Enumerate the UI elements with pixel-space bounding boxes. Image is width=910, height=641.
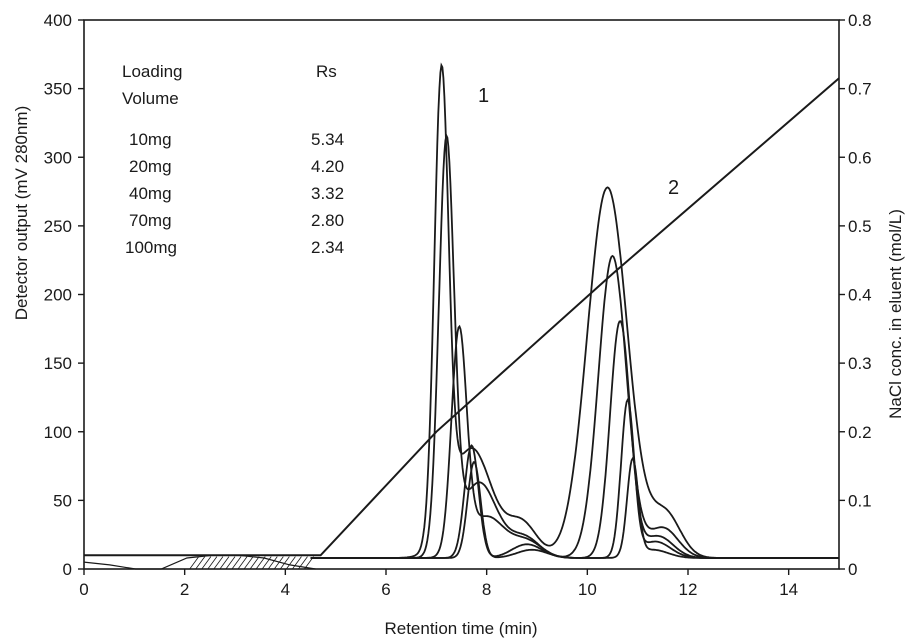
table-row-rs: 3.32 — [311, 184, 344, 203]
baseline-hatch-line — [189, 556, 200, 570]
baseline-hatch-line — [298, 556, 308, 570]
y-tick-label: 250 — [44, 217, 72, 236]
baseline-hatch-line — [255, 556, 266, 570]
x-tick-label: 0 — [79, 580, 88, 599]
baseline-hatch-line — [279, 556, 290, 570]
table-header-rs: Rs — [316, 62, 337, 81]
nacl-gradient-line — [84, 77, 840, 557]
y2-tick-label: 0.8 — [848, 11, 872, 30]
table-row-loading: 20mg — [129, 157, 172, 176]
plot-frame — [83, 19, 840, 570]
y-tick-label: 50 — [53, 491, 72, 510]
y2-axis-label: NaCl conc. in eluent (mol/L) — [886, 209, 905, 419]
table-row-loading: 100mg — [125, 238, 177, 257]
chromatogram-series-70mg — [310, 132, 839, 559]
x-tick-label: 14 — [779, 580, 798, 599]
plot-area — [83, 62, 840, 570]
y2-tick-label: 0.1 — [848, 491, 872, 510]
baseline-hatch-line — [243, 556, 254, 570]
x-tick-label: 12 — [679, 580, 698, 599]
baseline-hatch-line — [195, 556, 206, 570]
x-tick-label: 4 — [281, 580, 290, 599]
y2-tick-label: 0 — [848, 560, 857, 579]
x-tick-label: 8 — [482, 580, 491, 599]
table-row-loading: 10mg — [129, 130, 172, 149]
table-header-loading-line1: Loading — [122, 62, 183, 81]
chromatogram-series-40mg — [310, 320, 839, 559]
chromatogram-series-20mg — [310, 398, 839, 559]
peak-label-2: 2 — [668, 177, 679, 199]
baseline-hatch-line — [219, 556, 230, 570]
x-tick-label: 2 — [180, 580, 189, 599]
baseline-hatch-line — [213, 556, 224, 570]
y-axis-label: Detector output (mV 280nm) — [12, 106, 31, 320]
x-tick-label: 10 — [578, 580, 597, 599]
baseline-hatch-line — [249, 556, 260, 570]
table-row-loading: 40mg — [129, 184, 172, 203]
y2-tick-label: 0.2 — [848, 423, 872, 442]
baseline-hatch-line — [237, 556, 248, 570]
y2-tick-label: 0.5 — [848, 217, 872, 236]
y-tick-label: 100 — [44, 423, 72, 442]
early-baseline-line — [83, 554, 316, 570]
chromatogram-series-100mg — [310, 62, 839, 559]
baseline-hatch-line — [286, 556, 296, 570]
baseline-hatch-line — [267, 556, 278, 570]
baseline-hatch-line — [207, 556, 218, 570]
baseline-hatch-line — [231, 556, 242, 570]
baseline-hatch-line — [273, 556, 284, 570]
y2-tick-label: 0.7 — [848, 80, 872, 99]
table-row-rs: 5.34 — [311, 130, 344, 149]
x-tick-label: 6 — [381, 580, 390, 599]
table-header-loading-line2: Volume — [122, 89, 179, 108]
baseline-hatch-line — [292, 556, 302, 570]
y2-tick-label: 0.3 — [848, 354, 872, 373]
y-tick-label: 400 — [44, 11, 72, 30]
table-row-loading: 70mg — [129, 211, 172, 230]
y-tick-label: 300 — [44, 148, 72, 167]
y-tick-label: 150 — [44, 354, 72, 373]
y-tick-label: 200 — [44, 286, 72, 305]
table-row-rs: 2.34 — [311, 238, 344, 257]
axes: 0 2 4 6 8 10 12 1405010015020025030035040000.10… — [44, 11, 872, 599]
y2-tick-label: 0.6 — [848, 148, 872, 167]
y-tick-label: 0 — [63, 560, 72, 579]
y-tick-label: 350 — [44, 80, 72, 99]
table-row-rs: 2.80 — [311, 211, 344, 230]
x-axis-label: Retention time (min) — [384, 619, 537, 638]
chromatogram-series-10mg — [310, 457, 839, 559]
baseline-hatch-line — [201, 556, 212, 570]
baseline-hatch-line — [225, 556, 236, 570]
y2-tick-label: 0.4 — [848, 286, 872, 305]
peak-label-1: 1 — [478, 85, 489, 107]
annotations: Loading Volume Rs 10mg 5.34 20mg 4.20 40… — [12, 62, 905, 638]
table-row-rs: 4.20 — [311, 157, 344, 176]
baseline-hatch-line — [261, 556, 272, 570]
